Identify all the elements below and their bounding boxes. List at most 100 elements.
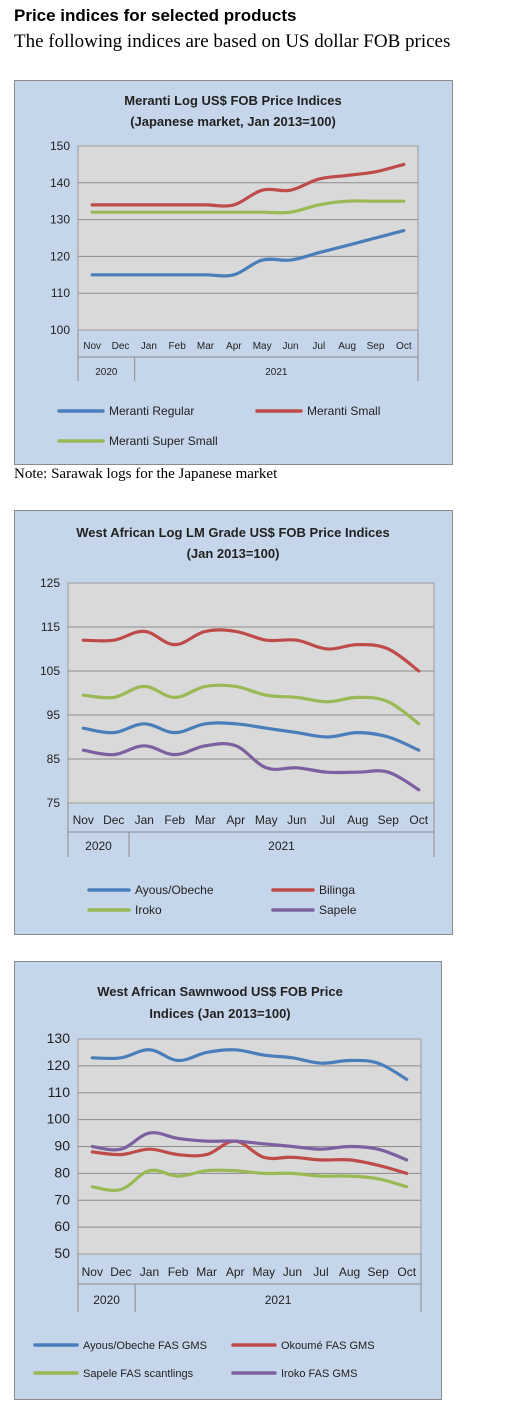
y-tick-label: 80 xyxy=(54,1164,70,1180)
page-heading: Price indices for selected products xyxy=(14,6,297,25)
legend-label: Ayous/Obeche FAS GMS xyxy=(83,1340,207,1352)
legend-label: Iroko xyxy=(135,903,162,917)
series-line-meranti-super-small xyxy=(90,199,406,215)
legend-label: Meranti Super Small xyxy=(109,434,218,448)
legend-label: Iroko FAS GMS xyxy=(281,1368,357,1380)
series-line-ayous-obeche xyxy=(81,721,421,752)
chart-note: Note: Sarawak logs for the Japanese mark… xyxy=(14,466,278,482)
chart-title: West African Sawnwood US$ FOB Price xyxy=(97,984,343,999)
x-tick-label: Jul xyxy=(312,341,325,352)
x-tick-label: Apr xyxy=(226,1265,245,1279)
year-label: 2020 xyxy=(95,367,118,378)
legend-label: Meranti Regular xyxy=(109,404,194,418)
page-subheading: The following indices are based on US do… xyxy=(14,31,451,52)
y-tick-label: 140 xyxy=(50,176,70,190)
series-line-ayous-obeche-fas-gms xyxy=(90,1048,409,1081)
x-tick-label: Sep xyxy=(367,1265,389,1279)
legend-label: Sapele FAS scantlings xyxy=(83,1368,194,1380)
y-tick-label: 130 xyxy=(47,1030,71,1046)
y-tick-label: 120 xyxy=(50,249,70,263)
x-tick-label: Dec xyxy=(103,813,124,827)
x-tick-label: May xyxy=(255,813,278,827)
x-tick-label: May xyxy=(253,341,272,352)
west-african-log-chart: West African Log LM Grade US$ FOB Price … xyxy=(40,525,435,917)
x-tick-label: Nov xyxy=(73,813,94,827)
legend-label: Bilinga xyxy=(319,883,355,897)
series-line-bilinga xyxy=(81,628,421,673)
x-tick-label: Jul xyxy=(320,813,335,827)
x-tick-label: Sep xyxy=(378,813,400,827)
y-tick-label: 125 xyxy=(40,576,60,590)
x-tick-label: Jan xyxy=(141,341,157,352)
series-line-sapele xyxy=(81,742,421,792)
y-tick-label: 110 xyxy=(51,286,70,300)
x-tick-label: Feb xyxy=(164,813,185,827)
meranti-chart-panel: Meranti Log US$ FOB Price Indices (Japane… xyxy=(14,80,453,465)
x-tick-label: Mar xyxy=(197,341,215,352)
x-tick-label: Nov xyxy=(82,1265,103,1279)
x-tick-label: May xyxy=(252,1265,275,1279)
x-tick-label: Feb xyxy=(169,341,187,352)
legend-label: Meranti Small xyxy=(307,404,380,418)
series-line-meranti-small xyxy=(90,162,406,208)
y-tick-label: 150 xyxy=(50,139,70,153)
year-label: 2021 xyxy=(268,839,295,853)
chart-title: Meranti Log US$ FOB Price Indices xyxy=(124,93,341,108)
x-tick-label: Nov xyxy=(83,341,101,352)
chart-subtitle: Indices (Jan 2013=100) xyxy=(149,1006,290,1021)
y-tick-label: 100 xyxy=(47,1111,71,1127)
x-tick-label: Aug xyxy=(339,1265,360,1279)
y-tick-label: 115 xyxy=(41,620,60,634)
x-tick-label: Apr xyxy=(226,341,242,352)
x-tick-label: Dec xyxy=(112,341,130,352)
legend-label: Sapele xyxy=(319,903,357,917)
chart-subtitle: (Jan 2013=100) xyxy=(187,546,280,561)
chart-title: West African Log LM Grade US$ FOB Price … xyxy=(76,525,390,540)
legend-label: Okoumé FAS GMS xyxy=(281,1340,375,1352)
y-tick-label: 60 xyxy=(54,1218,70,1234)
x-tick-label: Mar xyxy=(196,1265,217,1279)
west-african-sawnwood-chart: West African Sawnwood US$ FOB Price Indic… xyxy=(33,984,422,1380)
x-tick-label: Jun xyxy=(282,341,298,352)
legend-label: Ayous/Obeche xyxy=(135,883,214,897)
x-tick-label: Feb xyxy=(168,1265,189,1279)
series-line-sapele-fas-scantlings xyxy=(90,1168,409,1192)
year-label: 2020 xyxy=(85,839,112,853)
x-tick-label: Jun xyxy=(287,813,306,827)
x-tick-label: Aug xyxy=(338,341,356,352)
west-african-log-chart-panel: West African Log LM Grade US$ FOB Price … xyxy=(14,510,453,935)
y-tick-label: 50 xyxy=(54,1245,70,1261)
y-tick-label: 90 xyxy=(54,1138,70,1154)
x-tick-label: Mar xyxy=(195,813,216,827)
plot-area xyxy=(77,145,419,331)
x-tick-label: Dec xyxy=(110,1265,131,1279)
y-tick-label: 105 xyxy=(40,664,60,678)
x-tick-label: Oct xyxy=(397,1265,416,1279)
x-tick-label: Aug xyxy=(347,813,368,827)
y-tick-label: 85 xyxy=(47,752,61,766)
west-african-sawnwood-chart-panel: West African Sawnwood US$ FOB Price Indic… xyxy=(14,961,442,1400)
x-tick-label: Jul xyxy=(313,1265,328,1279)
y-tick-label: 130 xyxy=(50,213,70,227)
chart-subtitle: (Japanese market, Jan 2013=100) xyxy=(130,114,336,129)
y-tick-label: 95 xyxy=(47,708,61,722)
series-line-okoum-fas-gms xyxy=(90,1139,409,1175)
y-tick-label: 120 xyxy=(47,1057,71,1073)
y-tick-label: 100 xyxy=(50,323,70,337)
year-label: 2020 xyxy=(93,1293,120,1307)
x-tick-label: Oct xyxy=(396,341,412,352)
series-line-iroko xyxy=(81,683,421,726)
y-tick-label: 75 xyxy=(47,796,61,810)
x-tick-label: Jan xyxy=(135,813,154,827)
x-tick-label: Oct xyxy=(409,813,428,827)
x-tick-label: Jun xyxy=(283,1265,302,1279)
year-label: 2021 xyxy=(265,1293,292,1307)
meranti-chart: Meranti Log US$ FOB Price Indices (Japane… xyxy=(50,93,419,448)
year-label: 2021 xyxy=(265,367,288,378)
x-tick-label: Apr xyxy=(226,813,245,827)
y-tick-label: 70 xyxy=(54,1191,70,1207)
x-tick-label: Jan xyxy=(140,1265,159,1279)
x-tick-label: Sep xyxy=(367,341,385,352)
y-tick-label: 110 xyxy=(48,1084,71,1100)
series-line-iroko-fas-gms xyxy=(90,1131,409,1162)
